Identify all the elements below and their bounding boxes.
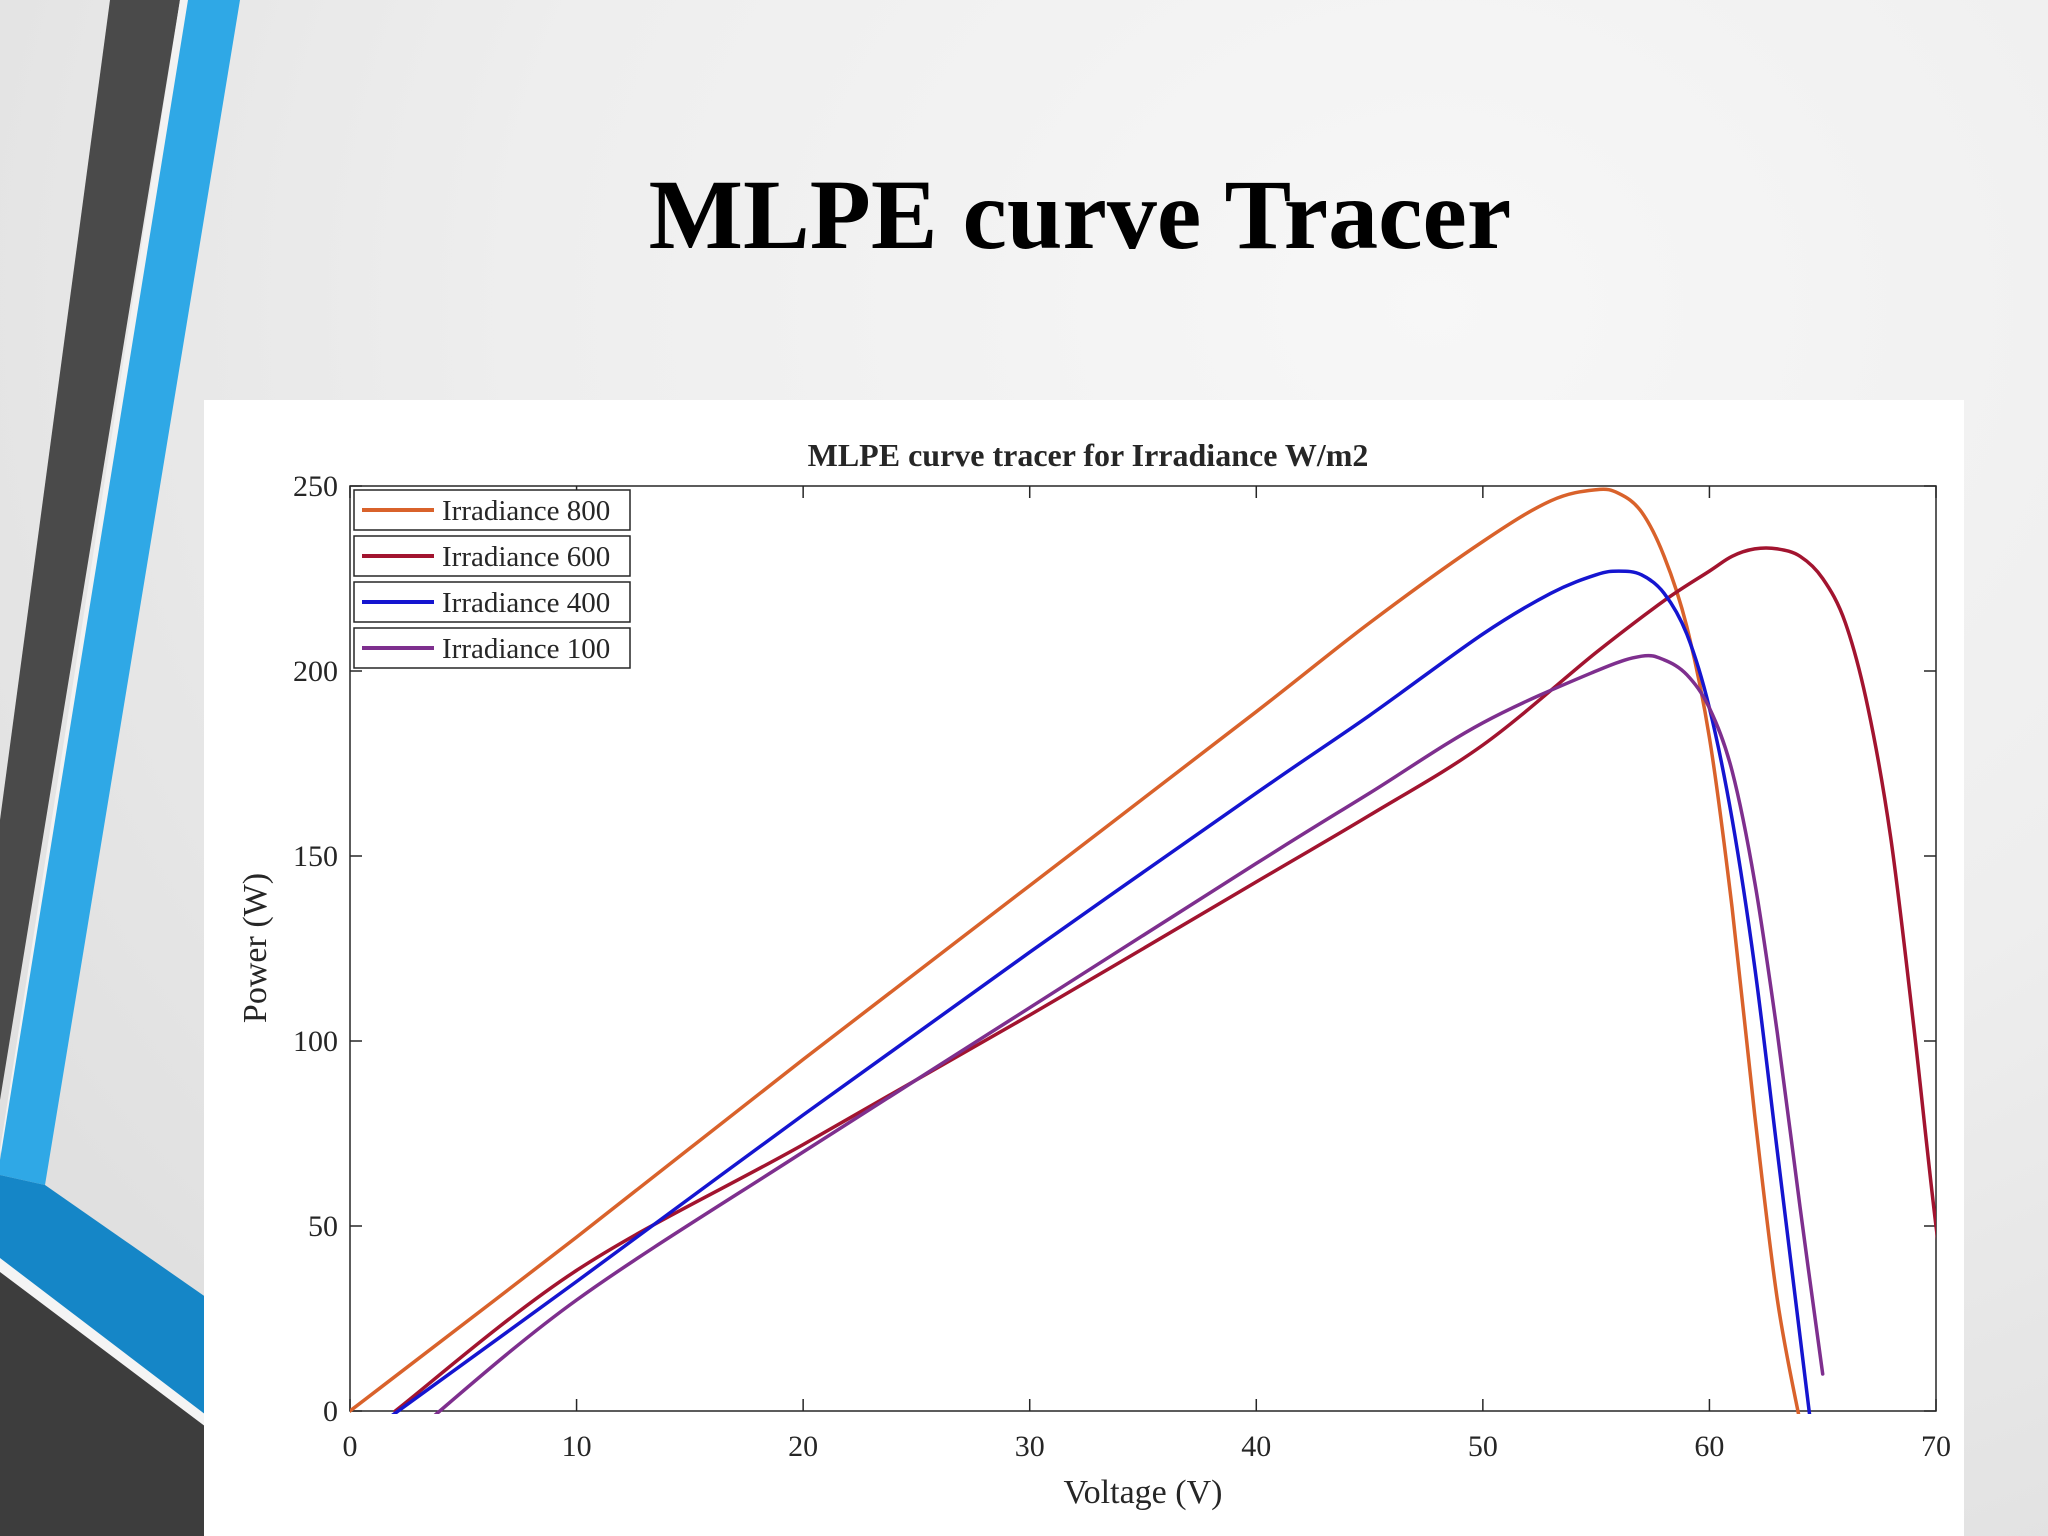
axis-ticks: 0 10 20 30 40 50 60 70 0 50 100 150 200 250 [293,470,1951,1463]
series-line-1 [350,487,1801,1414]
x-tick-label: 20 [788,1430,818,1463]
y-tick-label: 200 [293,655,338,688]
y-tick-label: 0 [323,1395,338,1428]
y-axis-label: Power (W) [237,873,274,1023]
legend-label: Irradiance 100 [442,633,610,665]
y-tick-label: 100 [293,1025,338,1058]
legend-label: Irradiance 600 [442,541,610,573]
plot-frame [349,485,1937,1412]
decor-white-line [0,1258,210,1430]
chart-title: MLPE curve tracer for Irradiance W/m2 [808,437,1369,473]
series-line-3 [391,569,1812,1414]
legend: Irradiance 800 Irradiance 600 Irradiance 4… [353,489,631,669]
decor-blue-corner [0,1175,210,1420]
x-tick-label: 10 [562,1430,592,1463]
chart-panel: MLPE curve tracer for Irradiance W/m2 0 1… [204,400,1964,1536]
decor-blue-stripe [0,0,240,1185]
series-line-4 [433,653,1825,1414]
line-chart: MLPE curve tracer for Irradiance W/m2 0 1… [237,437,1951,1511]
x-tick-label: 60 [1694,1430,1724,1463]
x-tick-label: 30 [1015,1430,1045,1463]
x-tick-label: 40 [1241,1430,1271,1463]
x-tick-label: 0 [343,1430,358,1463]
decor-gray-corner [0,1272,210,1536]
slide-title: MLPE curve Tracer [648,159,1512,270]
x-axis-label: Voltage (V) [1064,1474,1223,1511]
decor-dark-stripe [0,0,180,1100]
legend-label: Irradiance 400 [442,587,610,619]
y-tick-label: 150 [293,840,338,873]
legend-label: Irradiance 800 [442,495,610,527]
x-tick-label: 70 [1921,1430,1951,1463]
series-line-2 [393,546,1936,1413]
y-tick-label: 250 [293,470,338,503]
series-lines [350,487,1936,1414]
y-tick-label: 50 [308,1210,338,1243]
x-tick-label: 50 [1468,1430,1498,1463]
